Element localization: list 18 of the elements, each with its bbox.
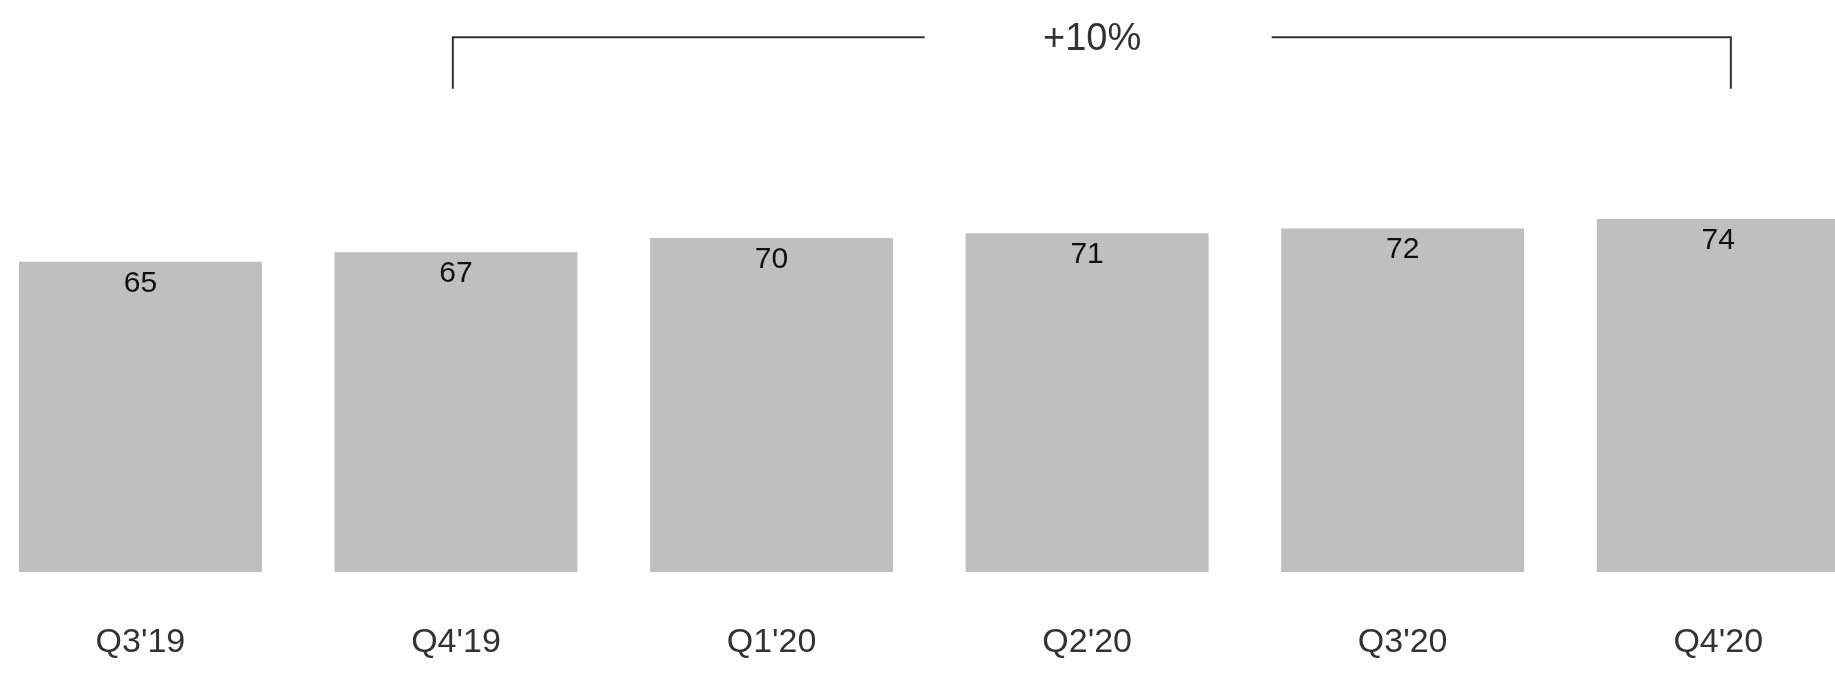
data-label: 72 [1385,231,1420,265]
data-label: 65 [123,264,158,298]
x-tick-label: Q2'20 [1042,621,1132,659]
x-tick-label: Q3'20 [1357,621,1448,659]
data-label: 74 [1701,221,1735,255]
bar [965,233,1209,572]
x-tick-label: Q3'19 [95,621,186,659]
text: +10% [1043,16,1142,58]
x-tick-label: Q4'20 [1673,621,1764,659]
data-label: 71 [1070,236,1104,270]
data-label: 67 [439,255,473,289]
data-label: 70 [754,241,789,274]
bar [650,238,894,572]
bar [1281,228,1525,572]
x-tick-label: Q1'20 [726,621,817,659]
x-tick-label: Q4'19 [411,621,501,659]
bar [18,261,262,572]
bar [334,252,578,572]
